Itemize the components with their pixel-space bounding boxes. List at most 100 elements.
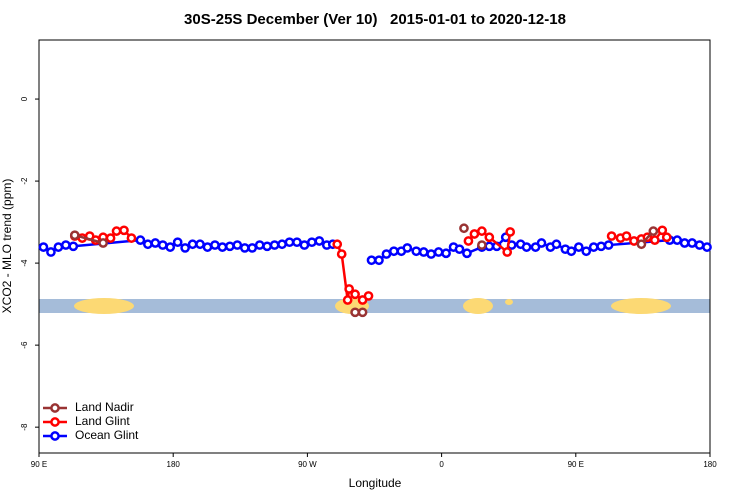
x-tick-label: 90 E	[31, 460, 47, 469]
ocean-band	[39, 299, 710, 313]
data-point	[477, 240, 487, 250]
data-point	[284, 237, 295, 248]
y-tick-label: -2	[20, 177, 29, 185]
legend-marker	[50, 431, 60, 441]
data-point	[135, 235, 146, 245]
data-point	[648, 226, 659, 236]
data-point	[247, 243, 258, 253]
y-tick-label: -6	[20, 341, 29, 349]
data-point	[46, 247, 56, 257]
data-point	[389, 246, 399, 257]
data-point	[363, 291, 374, 301]
data-point	[672, 235, 683, 245]
data-point	[629, 236, 639, 246]
data-point	[38, 242, 49, 252]
data-point	[477, 226, 487, 236]
land-patch	[463, 298, 493, 314]
data-point	[254, 240, 265, 250]
data-point	[536, 238, 547, 248]
series	[69, 223, 659, 318]
data-point	[588, 242, 599, 252]
data-point	[505, 227, 516, 237]
data-point	[232, 240, 243, 250]
data-point	[596, 241, 606, 252]
legend-label: Land Nadir	[75, 400, 134, 414]
data-point	[68, 241, 79, 252]
data-point	[566, 246, 577, 257]
data-point	[262, 241, 272, 252]
data-point	[111, 226, 122, 236]
data-point	[150, 238, 161, 248]
data-point	[636, 239, 647, 250]
data-point	[350, 289, 360, 300]
data-point	[69, 230, 80, 241]
data-point	[454, 244, 465, 255]
data-point	[484, 232, 495, 243]
data-point	[687, 238, 697, 248]
land-patch	[505, 299, 513, 305]
data-point	[344, 284, 355, 294]
data-point	[702, 242, 712, 252]
data-point	[210, 240, 220, 250]
data-point	[463, 236, 474, 246]
data-point	[119, 225, 129, 236]
data-point	[292, 237, 302, 248]
data-point	[469, 229, 480, 239]
data-point	[336, 249, 347, 259]
data-point	[225, 241, 235, 252]
data-point	[239, 243, 250, 253]
data-point	[374, 255, 384, 266]
series	[69, 225, 672, 305]
data-point	[551, 239, 562, 250]
chart-title: 30S-25S December (Ver 10) 2015-01-01 to …	[184, 11, 566, 28]
data-point	[694, 240, 705, 250]
data-point	[165, 242, 176, 252]
data-point	[402, 243, 413, 253]
data-point	[350, 307, 360, 318]
data-point	[606, 231, 617, 241]
land-patch	[611, 298, 671, 314]
data-point	[217, 242, 228, 252]
data-point	[53, 242, 64, 252]
y-tick-label: -8	[20, 423, 29, 431]
data-point	[60, 240, 71, 250]
data-point	[426, 249, 437, 259]
data-point	[314, 236, 325, 246]
data-point	[172, 237, 183, 248]
data-point	[143, 239, 153, 250]
data-point	[657, 225, 668, 236]
y-tick-label: -4	[20, 259, 29, 267]
data-point	[332, 239, 343, 250]
data-point	[411, 246, 422, 257]
data-point	[441, 248, 451, 259]
data-point	[98, 238, 108, 248]
y-tick-label: 0	[20, 96, 29, 101]
data-point	[269, 240, 280, 250]
data-point	[202, 242, 213, 252]
land-patch	[74, 298, 134, 314]
x-axis-label: Longitude	[349, 476, 402, 490]
data-point	[157, 240, 168, 250]
x-tick-label: 180	[167, 460, 181, 469]
x-tick-label: 0	[439, 460, 444, 469]
data-point	[484, 241, 495, 252]
legend-marker	[50, 417, 60, 427]
data-point	[521, 242, 532, 252]
land-ocean-strip	[39, 298, 710, 314]
x-tick-label: 90 W	[298, 460, 317, 469]
series	[38, 232, 712, 266]
data-point	[502, 247, 513, 257]
legend-label: Ocean Glint	[75, 428, 139, 442]
data-point	[195, 239, 205, 250]
data-point	[277, 239, 287, 250]
data-point	[459, 223, 469, 234]
data-point	[418, 247, 429, 257]
data-point	[381, 249, 392, 259]
data-point	[603, 240, 614, 250]
data-point	[342, 295, 353, 305]
legend-label: Land Glint	[75, 414, 130, 428]
x-tick-label: 180	[703, 460, 717, 469]
data-point	[573, 242, 584, 252]
data-point	[105, 233, 116, 243]
